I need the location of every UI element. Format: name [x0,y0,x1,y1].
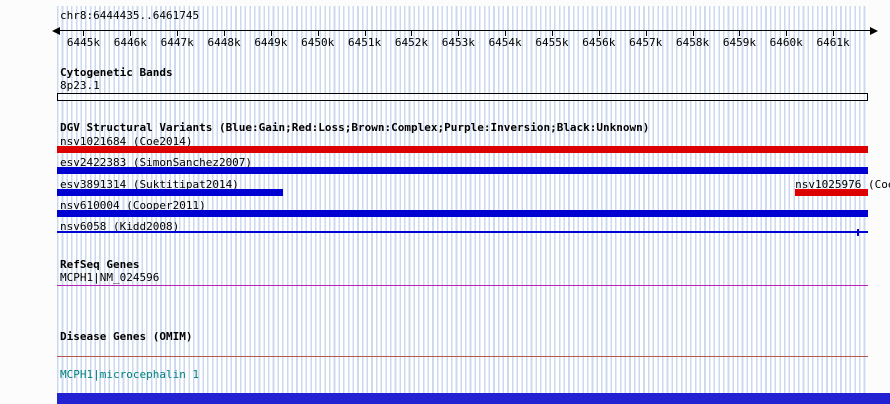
ruler-tick-label: 6453k [441,36,475,49]
omim-gene-label[interactable]: MCPH1|microcephalin 1 [60,368,200,381]
variant-bar[interactable] [57,189,284,196]
ruler-tick [317,31,319,36]
ruler-tick [411,31,413,36]
variant-end-tick [856,229,859,236]
track-title-dgv: DGV Structural Variants (Blue:Gain;Red:L… [60,121,650,134]
ruler-tick-label: 6450k [301,36,335,49]
ruler-line [60,30,870,31]
overview-scrollbar[interactable] [57,393,890,404]
ruler-left-arrow-icon [52,27,60,35]
ruler-tick-label: 6448k [207,36,241,49]
ruler-right-arrow-icon [870,27,878,35]
variant-label[interactable]: nsv1025976 (Coe2014) [795,178,890,191]
track-title-refseq: RefSeq Genes [60,258,140,271]
ruler-tick [833,31,835,36]
refseq-gene-glyph[interactable] [57,285,868,286]
ruler-tick-label: 6445k [66,36,101,49]
ruler-tick [83,31,85,36]
variant-label[interactable]: nsv610004 (Cooper2011) [60,199,206,212]
variant-label[interactable]: esv3891314 (Suktitipat2014) [60,178,239,191]
ruler-tick-label: 6449k [254,36,288,49]
variant-label[interactable]: nsv6058 (Kidd2008) [60,220,180,233]
track-title-omim: Disease Genes (OMIM) [60,330,193,343]
ruler-tick-label: 6460k [769,36,803,49]
ruler-tick [598,31,600,36]
ruler-tick-label: 6447k [160,36,194,49]
cytoband-glyph[interactable] [57,93,868,101]
ruler-tick-label: 6457k [629,36,663,49]
variant-label[interactable]: esv2422383 (SimonSanchez2007) [60,156,253,169]
ruler-tick [692,31,694,36]
ruler-tick [786,31,788,36]
region-label: chr8:6444435..6461745 [60,9,200,22]
ruler-tick-label: 6446k [113,36,147,49]
variant-bar[interactable] [57,146,868,153]
refseq-gene-label[interactable]: MCPH1|NM_024596 [60,271,160,284]
ruler-tick [505,31,507,36]
ruler-tick-label: 6455k [535,36,569,49]
grid-background [57,6,868,394]
ruler-tick [645,31,647,36]
ruler-tick-label: 6459k [722,36,756,49]
ruler-tick-label: 6454k [488,36,522,49]
ruler-tick [177,31,179,36]
variant-label[interactable]: nsv1021684 (Coe2014) [60,135,193,148]
ruler-tick [458,31,460,36]
ruler-tick-label: 6452k [394,36,428,49]
variant-bar[interactable] [57,231,868,233]
ruler-tick-label: 6458k [675,36,710,49]
ruler-tick [364,31,366,36]
omim-gene-glyph[interactable] [57,356,868,357]
ruler-tick-label: 6451k [348,36,382,49]
ruler-tick [224,31,226,36]
ruler-tick [739,31,741,36]
ruler-tick [551,31,553,36]
track-title-cytogenetic: Cytogenetic Bands [60,66,173,79]
variant-bar[interactable] [57,167,868,174]
variant-bar[interactable] [57,210,868,217]
ruler-tick [130,31,132,36]
ruler-tick-label: 6461k [816,36,850,49]
ruler-tick [270,31,272,36]
ruler-tick-label: 6456k [582,36,616,49]
cytoband-label: 8p23.1 [60,79,100,92]
variant-bar[interactable] [795,189,868,196]
